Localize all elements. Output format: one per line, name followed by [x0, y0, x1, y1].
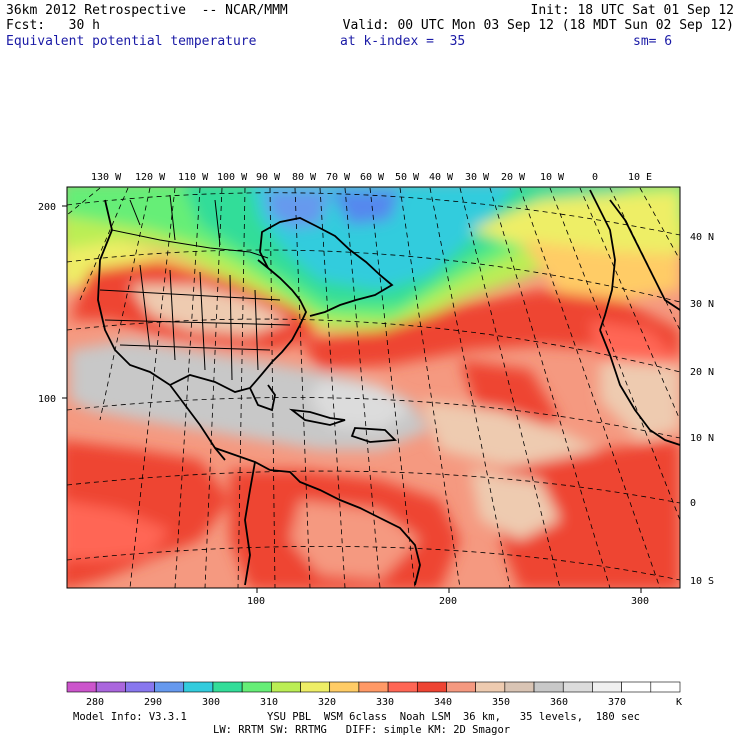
bottom-grid-label: 300	[631, 596, 649, 607]
colorbar-labels: 280 290 300 310 320 330 340 350 360 370 …	[86, 697, 682, 708]
bottom-grid-label: 200	[439, 596, 457, 607]
colorbar-label: 340	[434, 697, 452, 708]
graticule	[67, 187, 680, 588]
smoothing-value: sm= 6	[633, 34, 673, 49]
colorbar-label: 330	[376, 697, 394, 708]
footer-model-info: Model Info: V3.3.1	[73, 711, 187, 723]
colorbar-swatch	[125, 681, 155, 693]
footer-physics: YSU PBL WSM 6class Noah LSM 36 km, 35 le…	[267, 711, 640, 723]
lon-label: 40 W	[429, 172, 454, 183]
colorbar-label: 350	[492, 697, 510, 708]
colorbar-label: 290	[144, 697, 162, 708]
colorbar-swatch	[241, 681, 272, 693]
lat-label: 10 S	[690, 576, 714, 587]
colorbar-swatch	[475, 681, 506, 693]
colorbar-swatch	[446, 681, 476, 693]
lat-label: 20 N	[690, 367, 714, 378]
colorbar-swatch	[300, 681, 331, 693]
lon-label: 10 E	[628, 172, 652, 183]
theta-e-field	[67, 187, 680, 588]
colorbar-label: 360	[550, 697, 568, 708]
grid-index-ticks: 200 100 100 200 300	[38, 202, 649, 607]
colorbar-label: 310	[260, 697, 278, 708]
lon-label: 100 W	[217, 172, 248, 183]
lat-label: 0	[690, 498, 696, 509]
colorbar-unit: K	[676, 697, 682, 708]
colorbar-swatch	[329, 681, 360, 693]
colorbar-label: 280	[86, 697, 104, 708]
lon-label: 10 W	[540, 172, 565, 183]
colorbar-swatch	[212, 681, 243, 693]
left-grid-label: 200	[38, 202, 56, 213]
lat-label: 30 N	[690, 299, 714, 310]
colorbar-swatch	[562, 681, 593, 693]
header-init-time: Init: 18 UTC Sat 01 Sep 12	[530, 3, 735, 18]
colorbar-swatch	[66, 681, 97, 693]
lon-label: 110 W	[178, 172, 209, 183]
right-latitude-ticks: 40 N 30 N 20 N 10 N 0 10 S	[690, 232, 714, 587]
lon-label: 120 W	[135, 172, 166, 183]
field-name: Equivalent potential temperature	[6, 34, 257, 49]
lon-label: 60 W	[360, 172, 385, 183]
header-valid-time: Valid: 00 UTC Mon 03 Sep 12 (18 MDT Sun …	[342, 18, 734, 33]
colorbar-label: 320	[318, 697, 336, 708]
header-run-title: 36km 2012 Retrospective -- NCAR/MMM	[6, 3, 288, 18]
colorbar-swatch	[650, 681, 681, 693]
colorbar	[66, 681, 681, 693]
lon-label: 20 W	[501, 172, 526, 183]
top-longitude-ticks: 130 W 120 W 110 W 100 W 90 W 80 W 70 W 6…	[91, 172, 652, 183]
colorbar-swatch	[95, 681, 126, 693]
colorbar-swatch	[621, 681, 652, 693]
lon-label: 70 W	[326, 172, 351, 183]
field-level: at k-index = 35	[340, 34, 466, 49]
header-forecast-hour: Fcst: 30 h	[6, 18, 100, 33]
map-frame	[66, 186, 681, 589]
colorbar-swatch	[154, 681, 185, 693]
colorbar-label: 370	[608, 697, 626, 708]
colorbar-swatch	[387, 681, 418, 693]
colorbar-swatch	[416, 681, 447, 693]
bottom-grid-label: 100	[247, 596, 265, 607]
left-grid-label: 100	[38, 394, 56, 405]
lon-label: 30 W	[465, 172, 490, 183]
colorbar-swatch	[271, 681, 301, 693]
lon-label: 80 W	[292, 172, 317, 183]
political-boundaries	[99, 194, 291, 381]
colorbar-swatch	[592, 681, 622, 693]
colorbar-label: 300	[202, 697, 220, 708]
colorbar-swatch	[533, 681, 564, 693]
colorbar-swatch	[504, 681, 535, 693]
lat-label: 10 N	[690, 433, 714, 444]
colorbar-swatch	[358, 681, 389, 693]
colorbar-swatch	[183, 681, 214, 693]
lon-label: 130 W	[91, 172, 122, 183]
footer-radiation: LW: RRTM SW: RRTMG DIFF: simple KM: 2D S…	[213, 724, 511, 736]
lat-label: 40 N	[690, 232, 714, 243]
lon-label: 0	[592, 172, 598, 183]
lon-label: 90 W	[256, 172, 281, 183]
coastlines	[97, 189, 680, 586]
lon-label: 50 W	[395, 172, 420, 183]
